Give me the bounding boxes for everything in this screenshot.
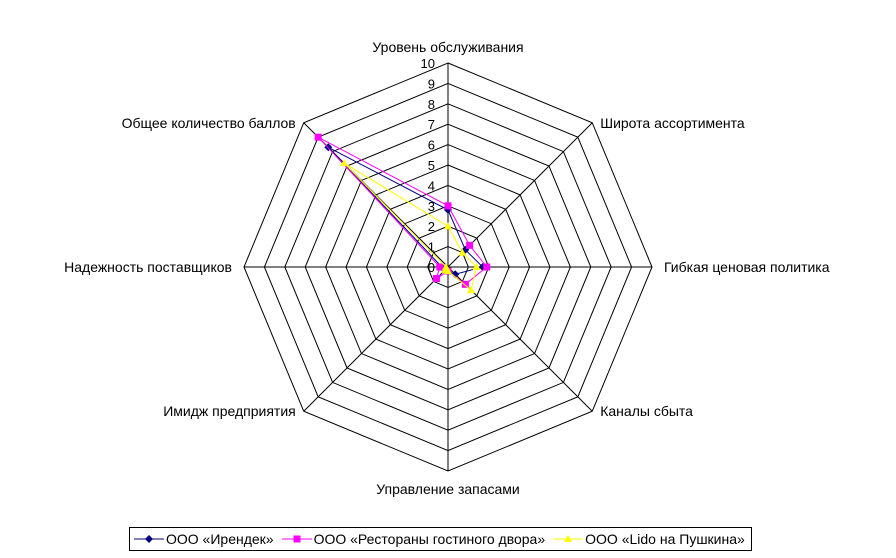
point-s2-2 xyxy=(472,263,481,270)
point-s2-3 xyxy=(467,286,476,294)
legend-label-irendek: ООО «Ирендек» xyxy=(166,531,274,547)
radial-tick-labels: 0 1 2 3 4 5 6 7 8 9 10 xyxy=(421,56,435,275)
tick-label-0: 0 xyxy=(428,260,435,275)
point-s1-5 xyxy=(432,275,440,283)
point-s0-3 xyxy=(451,270,460,279)
tick-label-10: 10 xyxy=(421,56,435,71)
series-line-2 xyxy=(343,162,478,291)
legend-item-restaurants: ООО «Рестораны гостиного двора» xyxy=(281,531,546,547)
series-line-1 xyxy=(317,136,488,285)
point-s1-2 xyxy=(483,263,491,271)
category-label-2: Гибкая ценовая политика xyxy=(664,259,830,275)
category-label-1: Широта ассортимента xyxy=(600,115,745,131)
legend-swatch-restaurants xyxy=(281,535,312,543)
tick-label-1: 1 xyxy=(428,240,435,255)
legend-item-irendek: ООО «Ирендек» xyxy=(134,531,274,547)
tick-label-9: 9 xyxy=(428,76,435,91)
tick-label-8: 8 xyxy=(428,97,435,112)
series-layer xyxy=(314,133,491,294)
legend-label-restaurants: ООО «Рестораны гостиного двора» xyxy=(313,531,546,547)
point-s1-6 xyxy=(436,263,444,271)
legend-swatch-irendek xyxy=(134,535,164,543)
tick-label-4: 4 xyxy=(428,178,435,193)
tick-label-2: 2 xyxy=(428,219,435,234)
category-label-7: Общее количество баллов xyxy=(122,115,296,131)
category-label-0: Уровень обслуживания xyxy=(372,39,523,55)
tick-label-5: 5 xyxy=(428,158,435,173)
point-s2-0 xyxy=(444,222,452,230)
tick-label-3: 3 xyxy=(428,199,435,214)
category-labels: Уровень обслуживания Широта ассортимента Г… xyxy=(64,39,830,497)
point-s2-1 xyxy=(458,248,467,256)
point-s2-6 xyxy=(441,263,450,270)
category-label-4: Управление запасами xyxy=(376,481,520,497)
point-s1-0 xyxy=(444,202,452,210)
category-label-3: Каналы сбыта xyxy=(600,403,693,419)
legend: ООО «Ирендек» ООО «Рестораны гостиного д… xyxy=(129,527,752,551)
spoke-5 xyxy=(303,266,449,412)
point-s1-1 xyxy=(466,241,474,249)
point-s1-7 xyxy=(314,133,322,141)
legend-label-lido: ООО «Lido на Пушкина» xyxy=(585,531,745,547)
tick-label-6: 6 xyxy=(428,138,435,153)
category-label-5: Имидж предприятия xyxy=(163,403,296,419)
legend-item-lido: ООО «Lido на Пушкина» xyxy=(553,531,745,547)
point-s2-7 xyxy=(340,159,349,167)
series-2 xyxy=(340,159,481,294)
point-s1-3 xyxy=(461,280,469,288)
tick-label-7: 7 xyxy=(428,117,435,132)
series-1 xyxy=(314,133,491,288)
legend-swatch-lido xyxy=(553,535,584,542)
category-label-6: Надежность поставщиков xyxy=(64,259,232,275)
